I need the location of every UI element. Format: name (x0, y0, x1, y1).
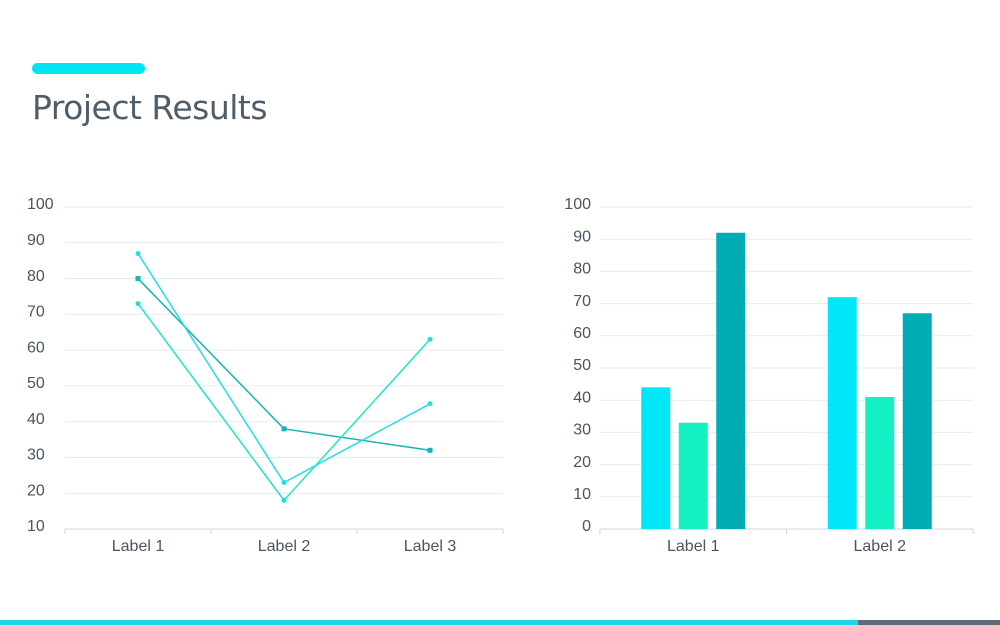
data-point (427, 336, 433, 342)
y-tick-label: 100 (27, 196, 54, 213)
bar (641, 387, 671, 529)
y-tick-label: 50 (573, 357, 591, 374)
bar (865, 396, 895, 529)
bar (716, 232, 746, 529)
data-point (281, 479, 287, 485)
y-tick-label: 70 (573, 293, 591, 310)
y-tick-label: 30 (27, 447, 45, 464)
y-tick-label: 20 (27, 482, 45, 499)
data-point (427, 401, 433, 407)
x-tick-label: Label 1 (112, 538, 165, 555)
y-tick-label: 40 (27, 411, 45, 428)
y-tick-label: 80 (573, 261, 591, 278)
y-tick-label: 60 (573, 325, 591, 342)
bar (902, 313, 932, 529)
y-tick-label: 60 (27, 339, 45, 356)
x-tick-label: Label 2 (258, 538, 311, 555)
footer-bar (0, 620, 858, 625)
y-tick-label: 50 (27, 375, 45, 392)
y-tick-label: 20 (573, 454, 591, 471)
x-tick-label: Label 2 (854, 538, 907, 555)
y-tick-label: 90 (27, 232, 45, 249)
y-tick-label: 40 (573, 389, 591, 406)
y-tick-label: 80 (27, 268, 45, 285)
y-tick-label: 70 (27, 304, 45, 321)
footer-bar-end (858, 620, 1000, 625)
y-tick-label: 90 (573, 228, 591, 245)
page-title: Project Results (32, 88, 268, 127)
y-tick-label: 10 (27, 518, 45, 535)
data-point (135, 301, 141, 307)
data-point (135, 276, 141, 282)
data-point (427, 447, 433, 453)
data-point (281, 426, 287, 432)
y-tick-label: 0 (582, 518, 591, 535)
data-point (281, 497, 287, 503)
data-point (135, 251, 141, 257)
bar (827, 297, 857, 529)
y-tick-label: 100 (564, 196, 591, 213)
x-tick-label: Label 3 (404, 538, 457, 555)
x-tick-label: Label 1 (667, 538, 720, 555)
bar (678, 422, 708, 529)
title-accent-bar (32, 63, 145, 74)
y-tick-label: 10 (573, 486, 591, 503)
y-tick-label: 30 (573, 422, 591, 439)
